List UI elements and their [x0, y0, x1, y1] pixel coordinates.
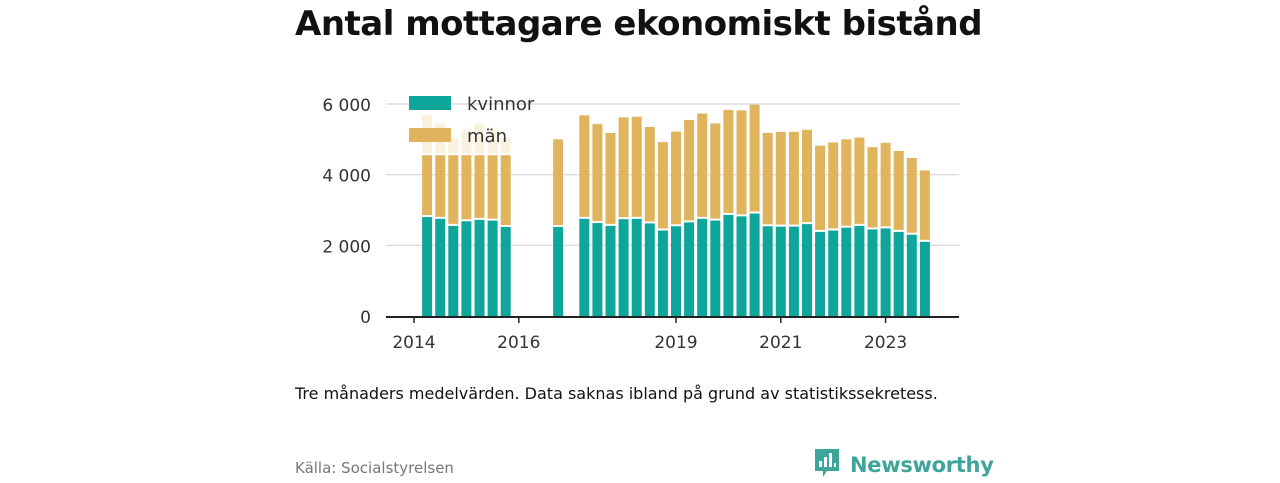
bar-faded	[474, 123, 485, 154]
bar-man	[736, 110, 747, 215]
bar-kvinnor	[697, 218, 708, 316]
bar-kvinnor	[906, 234, 917, 316]
bar-kvinnor	[802, 224, 812, 316]
bar-man	[802, 129, 812, 223]
bar-man	[448, 155, 459, 224]
bar-man	[644, 126, 655, 222]
legend-label: män	[467, 126, 507, 147]
bar-kvinnor	[461, 221, 472, 316]
bar-man	[631, 116, 642, 217]
bar-man	[684, 119, 695, 221]
bar-faded	[448, 138, 459, 154]
bar-kvinnor	[684, 222, 695, 316]
bar-kvinnor	[854, 225, 865, 316]
y-tick-label: 2 000	[322, 237, 371, 257]
bar-man	[422, 155, 433, 216]
legend-swatch-man	[409, 128, 451, 142]
x-tick-label: 2019	[654, 333, 697, 353]
legend-swatch-kvinnor	[409, 96, 451, 110]
bar-man	[697, 113, 708, 217]
bar-kvinnor	[775, 226, 786, 316]
bar-kvinnor	[762, 226, 773, 316]
bar-kvinnor	[788, 226, 799, 316]
bar-kvinnor	[841, 227, 852, 316]
bar-kvinnor	[710, 220, 721, 316]
bar-kvinnor	[723, 214, 734, 316]
bar-man	[854, 137, 865, 224]
bar-man	[618, 117, 629, 218]
x-tick-label: 2021	[759, 333, 802, 353]
bar-man	[788, 131, 799, 225]
bar-man	[775, 131, 786, 225]
bar-man	[841, 139, 852, 226]
x-tick-label: 2016	[497, 333, 540, 353]
bar-faded	[487, 128, 498, 154]
bar-kvinnor	[867, 229, 878, 316]
bar-man	[723, 110, 734, 213]
bar-man	[553, 139, 564, 225]
bar-man	[815, 145, 826, 230]
legend: kvinnor män	[409, 94, 535, 147]
bar-kvinnor	[749, 213, 760, 316]
bar-man	[461, 155, 472, 220]
bar-kvinnor	[474, 219, 485, 316]
bar-man	[474, 155, 485, 218]
bar-man	[487, 155, 498, 219]
bar-man	[762, 132, 773, 225]
bar-chart-speech-icon	[813, 447, 841, 483]
chart-title: Antal mottagare ekonomiskt bistånd	[295, 4, 983, 44]
y-tick-label: 6 000	[322, 96, 371, 116]
bar-kvinnor	[592, 223, 603, 316]
brand-name: Newsworthy	[850, 453, 994, 477]
bar-kvinnor	[893, 231, 904, 316]
bars	[422, 104, 930, 316]
bar-kvinnor	[815, 231, 826, 316]
bar-man	[919, 170, 930, 240]
y-tick-label: 4 000	[322, 167, 371, 187]
axes: 0 2 000 4 000 6 000 2014 2016 2019 2021 2023	[322, 96, 959, 353]
bar-faded	[461, 129, 472, 154]
bar-kvinnor	[631, 218, 642, 316]
chart-note: Tre månaders medelvärden. Data saknas ib…	[295, 384, 938, 403]
bar-kvinnor	[671, 226, 681, 316]
bar-man	[657, 142, 668, 229]
bar-kvinnor	[736, 216, 747, 316]
bar-man	[710, 123, 721, 219]
bar-kvinnor	[644, 223, 655, 316]
bar-kvinnor	[448, 225, 459, 316]
bar-man	[435, 155, 446, 217]
bar-kvinnor	[500, 226, 511, 316]
bar-man	[500, 155, 511, 225]
bar-man	[592, 124, 603, 222]
bar-kvinnor	[919, 241, 930, 316]
bar-kvinnor	[880, 228, 891, 316]
bar-man	[579, 115, 590, 217]
source-credit: Källa: Socialstyrelsen	[295, 459, 454, 477]
bar-kvinnor	[828, 230, 839, 316]
bar-faded	[500, 137, 511, 154]
bar-kvinnor	[579, 218, 590, 316]
bar-kvinnor	[657, 230, 668, 316]
bar-man	[867, 147, 878, 228]
bar-kvinnor	[422, 217, 433, 316]
bar-man	[671, 131, 681, 225]
bar-man	[749, 104, 760, 212]
legend-label: kvinnor	[467, 94, 535, 115]
bar-kvinnor	[553, 226, 564, 316]
y-tick-label: 0	[360, 308, 371, 328]
bar-man	[605, 132, 616, 224]
bar-kvinnor	[618, 219, 629, 316]
brand-logo[interactable]: Newsworthy	[813, 447, 994, 483]
bar-man	[906, 158, 917, 233]
bar-kvinnor	[487, 220, 498, 316]
bar-man	[828, 142, 839, 229]
bar-kvinnor	[435, 218, 446, 316]
x-tick-label: 2023	[864, 333, 907, 353]
bar-man	[880, 142, 891, 227]
bar-kvinnor	[605, 225, 616, 316]
x-tick-label: 2014	[392, 333, 435, 353]
bar-man	[893, 150, 904, 230]
